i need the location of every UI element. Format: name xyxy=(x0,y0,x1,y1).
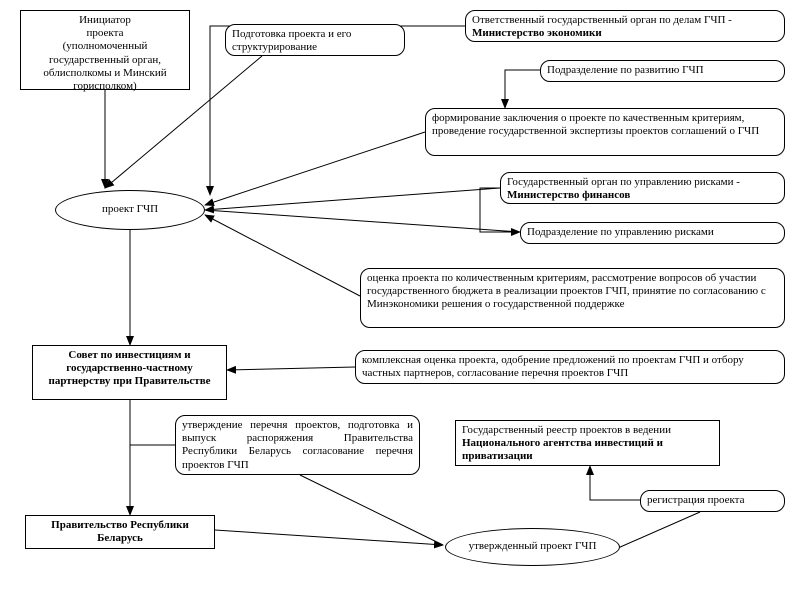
node-complex_eval: комплексная оценка проекта, одобрение пр… xyxy=(355,350,785,384)
node-risk_unit: Подразделение по управлению рисками xyxy=(520,222,785,244)
node-approved_project: утвержденный проект ГЧП xyxy=(445,528,620,566)
node-project: проект ГЧП xyxy=(55,190,205,230)
edge xyxy=(505,70,540,108)
node-qual_criteria: формирование заключения о проекте по кач… xyxy=(425,108,785,156)
edge xyxy=(590,466,640,500)
node-dev_unit: Подразделение по развитию ГЧП xyxy=(540,60,785,82)
node-registry: Государственный реестр проектов в ведени… xyxy=(455,420,720,466)
node-registration: регистрация проекта xyxy=(640,490,785,512)
edge xyxy=(215,530,443,545)
edge xyxy=(205,210,520,232)
edge xyxy=(205,132,425,205)
node-approve_list: утверждение перечня проектов, подготовка… xyxy=(175,415,420,475)
edge xyxy=(205,188,500,210)
edge xyxy=(480,188,502,222)
edge xyxy=(480,222,520,232)
node-council: Совет по инвестициям и государственно-ча… xyxy=(32,345,227,400)
edge xyxy=(227,367,355,370)
node-prep: Подготовка проекта и его структурировани… xyxy=(225,24,405,56)
node-government: Правительство Республики Беларусь xyxy=(25,515,215,549)
node-quant_criteria: оценка проекта по количественным критери… xyxy=(360,268,785,328)
node-ministry_econ: Ответственный государственный орган по д… xyxy=(465,10,785,42)
edge xyxy=(618,512,700,548)
node-initiator: Инициаторпроекта(уполномоченный государс… xyxy=(20,10,190,90)
node-ministry_fin: Государственный орган по управлению риск… xyxy=(500,172,785,204)
edge xyxy=(205,215,360,296)
edge xyxy=(300,475,443,545)
